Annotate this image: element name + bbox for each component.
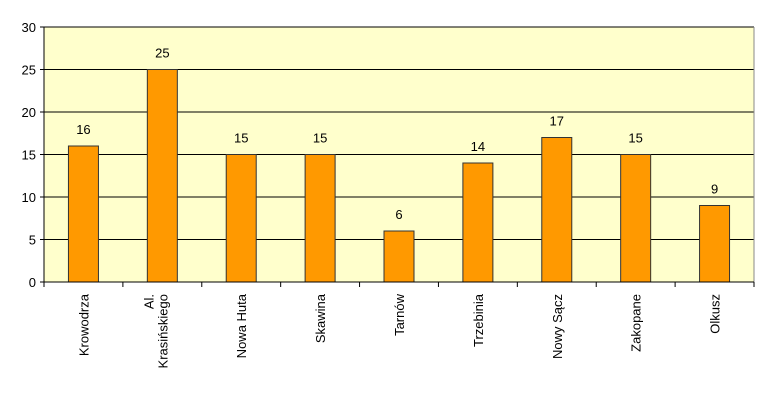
y-tick-label: 0 [29, 275, 36, 290]
data-label: 9 [711, 182, 718, 197]
x-tick-label: Olkusz [708, 294, 723, 334]
bar [146, 69, 178, 283]
x-tick-label: Krowodrza [76, 293, 91, 356]
bar [620, 154, 652, 283]
x-tick-label: Trzebinia [471, 293, 486, 347]
y-tick-label: 10 [22, 190, 36, 205]
x-tick-label: Tarnów [392, 293, 407, 336]
data-label: 15 [628, 131, 642, 146]
x-tick-label: Nowy Sącz [550, 294, 565, 359]
bar [541, 137, 573, 283]
y-tick-label: 5 [29, 233, 36, 248]
data-label: 25 [155, 46, 169, 61]
data-label: 17 [550, 114, 564, 129]
x-tick-label: Zakopane [629, 294, 644, 352]
data-label: 16 [76, 122, 90, 137]
y-tick-label: 15 [22, 148, 36, 163]
data-label: 14 [471, 139, 485, 154]
bar [67, 145, 99, 283]
bar [462, 162, 494, 283]
y-tick-label: 30 [22, 20, 36, 35]
y-tick-label: 20 [22, 105, 36, 120]
y-tick-label: 25 [22, 63, 36, 78]
data-label: 15 [313, 131, 327, 146]
bar [383, 230, 415, 283]
bar [225, 154, 257, 283]
bar [304, 154, 336, 283]
x-tick-label: Skawina [313, 293, 328, 343]
x-tick-label: Al.Krasińskiego [141, 294, 170, 368]
data-label: 15 [234, 131, 248, 146]
data-label: 6 [395, 207, 402, 222]
x-tick-label: Nowa Huta [234, 293, 249, 358]
bar [699, 205, 731, 283]
